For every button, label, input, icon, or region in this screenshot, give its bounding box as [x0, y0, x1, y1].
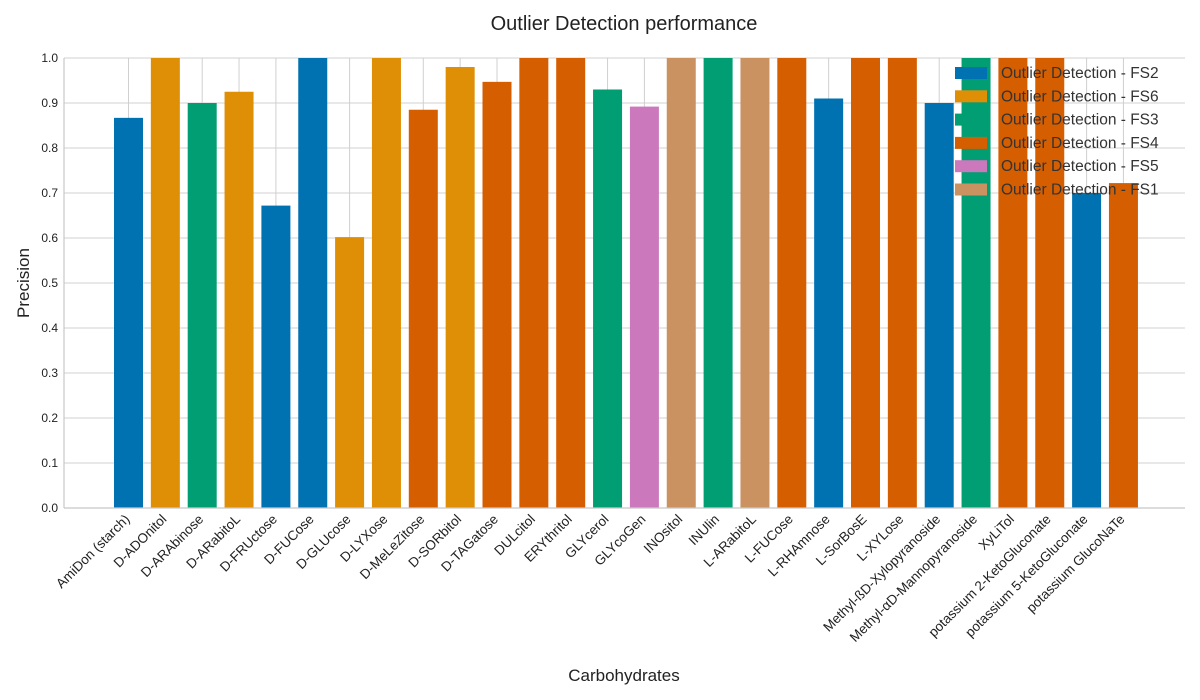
legend-item: Outlier Detection - FS3 — [955, 112, 1159, 129]
y-tick-label: 0.6 — [41, 231, 58, 245]
bar — [298, 58, 328, 508]
bar — [666, 58, 696, 508]
y-axis-label: Precision — [14, 248, 33, 318]
y-tick-label: 1.0 — [41, 51, 58, 65]
legend-label: Outlier Detection - FS5 — [1001, 158, 1159, 175]
y-tick-label: 0.7 — [41, 186, 58, 200]
bar — [777, 58, 807, 508]
bar — [703, 58, 733, 508]
bar — [740, 58, 770, 508]
bar — [593, 89, 623, 508]
legend-item: Outlier Detection - FS5 — [955, 158, 1159, 175]
bar — [924, 103, 954, 508]
bar — [519, 58, 549, 508]
bars — [114, 58, 1138, 508]
y-tick-label: 0.0 — [41, 501, 58, 515]
bar — [1035, 58, 1065, 508]
legend-item: Outlier Detection - FS4 — [955, 135, 1159, 152]
legend-swatch — [955, 160, 987, 173]
bar — [261, 205, 291, 508]
legend: Outlier Detection - FS2 Outlier Detection… — [955, 65, 1159, 199]
legend-swatch — [955, 90, 987, 103]
legend-label: Outlier Detection - FS1 — [1001, 182, 1159, 199]
y-tick-label: 0.8 — [41, 141, 58, 155]
axes — [63, 58, 1185, 509]
bar — [961, 58, 991, 508]
y-tick-label: 0.1 — [41, 456, 58, 470]
y-tick-label: 0.4 — [41, 321, 58, 335]
bar — [150, 58, 180, 508]
bar — [1108, 183, 1138, 508]
bar — [335, 237, 365, 508]
legend-swatch — [955, 183, 987, 196]
bar — [887, 58, 917, 508]
bar — [482, 81, 512, 508]
bar — [998, 58, 1028, 508]
bar — [814, 98, 844, 508]
legend-item: Outlier Detection - FS2 — [955, 65, 1159, 82]
y-tick-label: 0.5 — [41, 276, 58, 290]
y-tick-label: 0.9 — [41, 96, 58, 110]
legend-item: Outlier Detection - FS6 — [955, 88, 1159, 105]
y-ticks: 0.0 0.1 0.2 0.3 0.4 0.5 0.6 0.7 0.8 0.9 1.0 — [41, 51, 58, 515]
bar — [114, 117, 143, 508]
legend-item: Outlier Detection - FS1 — [955, 182, 1159, 199]
x-tick-label: INOsitol — [641, 512, 686, 557]
y-tick-label: 0.2 — [41, 411, 58, 425]
legend-label: Outlier Detection - FS4 — [1001, 135, 1159, 152]
bar — [1072, 193, 1102, 508]
bar — [371, 58, 401, 508]
legend-label: Outlier Detection - FS6 — [1001, 88, 1159, 105]
x-axis-label: Carbohydrates — [568, 666, 680, 685]
y-tick-label: 0.3 — [41, 366, 58, 380]
legend-swatch — [955, 67, 987, 79]
chart-title: Outlier Detection performance — [491, 13, 758, 35]
bar — [408, 109, 438, 508]
x-tick-label: D-MeLeZitose — [357, 512, 428, 583]
bar — [629, 106, 659, 508]
legend-label: Outlier Detection - FS2 — [1001, 65, 1159, 82]
legend-swatch — [955, 113, 987, 126]
legend-label: Outlier Detection - FS3 — [1001, 112, 1159, 129]
bar — [851, 58, 880, 508]
bar — [556, 58, 586, 508]
bar — [224, 91, 254, 508]
x-ticks: AmiDon (starch)D-ADOnitolD-ARAbinoseD-AR… — [53, 511, 1128, 645]
bar — [187, 103, 217, 508]
legend-swatch — [955, 136, 987, 149]
bar — [445, 67, 475, 508]
